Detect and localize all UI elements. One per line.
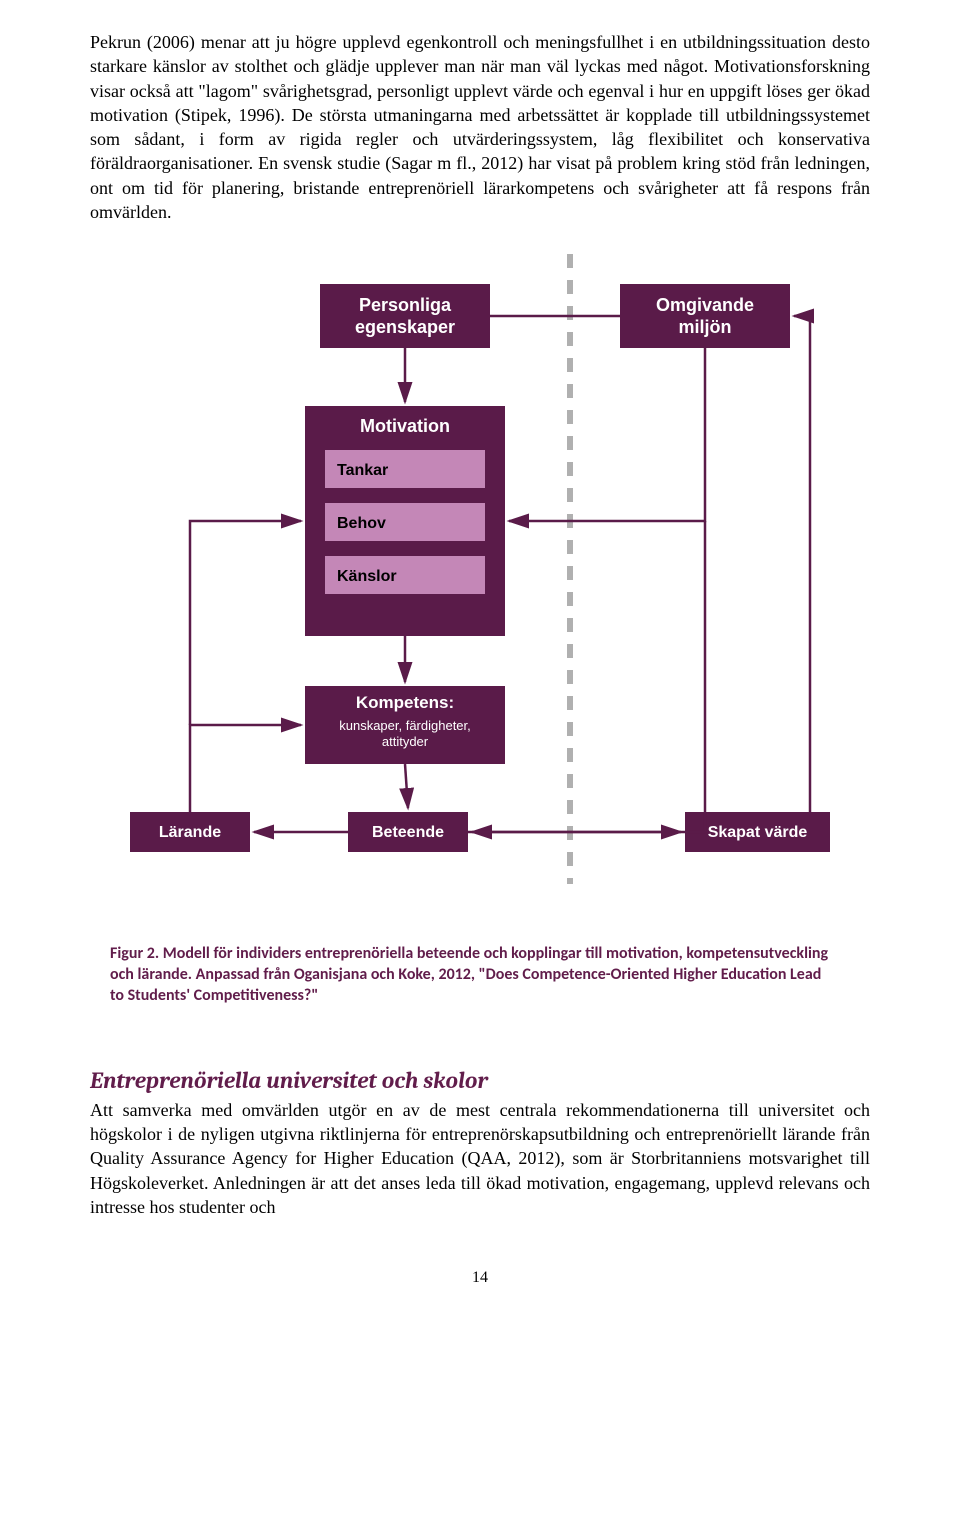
svg-text:Lärande: Lärande xyxy=(159,824,221,841)
svg-text:Personliga: Personliga xyxy=(359,295,452,315)
svg-text:Beteende: Beteende xyxy=(372,824,444,841)
caption-text: Modell för individers entreprenöriella b… xyxy=(110,944,828,1005)
svg-text:Känslor: Känslor xyxy=(337,568,397,585)
svg-text:attityder: attityder xyxy=(382,734,429,749)
svg-text:Tankar: Tankar xyxy=(337,462,388,479)
paragraph-intro: Pekrun (2006) menar att ju högre upplevd… xyxy=(90,30,870,224)
paragraph-section: Att samverka med omvärlden utgör en av d… xyxy=(90,1098,870,1219)
svg-text:kunskaper, färdigheter,: kunskaper, färdigheter, xyxy=(339,718,471,733)
svg-text:Behov: Behov xyxy=(337,515,386,532)
figure-caption: Figur 2. Modell för individers entrepren… xyxy=(110,944,830,1006)
section-heading: Entreprenöriella universitet och skolor xyxy=(90,1067,870,1094)
caption-label: Figur 2. xyxy=(110,944,163,963)
svg-text:egenskaper: egenskaper xyxy=(355,317,455,337)
figure-diagram: Personligaegenskaper Omgivandemiljön Motiv… xyxy=(90,254,870,904)
svg-text:Kompetens:: Kompetens: xyxy=(356,693,454,712)
svg-text:Motivation: Motivation xyxy=(360,416,450,436)
svg-text:Skapat värde: Skapat värde xyxy=(708,824,808,841)
page-number: 14 xyxy=(90,1269,870,1287)
svg-text:Omgivande: Omgivande xyxy=(656,295,754,315)
svg-text:miljön: miljön xyxy=(679,317,732,337)
flowchart-svg: Personligaegenskaper Omgivandemiljön Motiv… xyxy=(110,254,850,904)
